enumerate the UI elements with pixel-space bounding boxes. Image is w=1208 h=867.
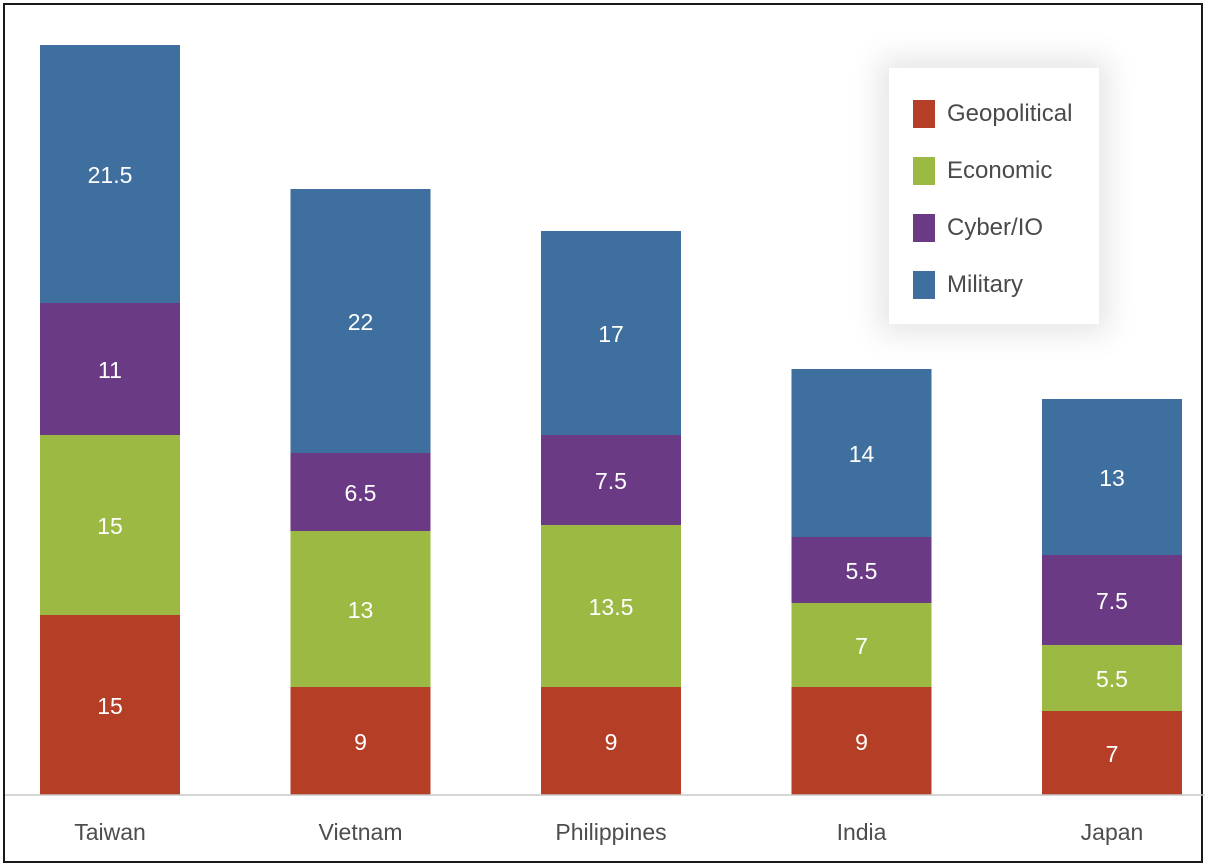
- x-tick-label-taiwan: Taiwan: [74, 819, 146, 845]
- data-label-japan-geopolitical: 7: [1106, 741, 1119, 767]
- stacked-bar-chart: 15 15 11 21.5 Taiwan 9 13 6.5 22 Vietnam 9 13.5 7.5 1…: [5, 45, 1205, 845]
- legend-item-cyber-io: Cyber/IO: [913, 214, 1099, 242]
- bar-segment-taiwan-geopolitical: [40, 615, 180, 795]
- data-label-vietnam-military: 22: [348, 309, 374, 335]
- bar-segment-philippines-military: [541, 231, 681, 435]
- data-label-japan-economic: 5.5: [1096, 666, 1128, 692]
- legend-swatch-economic: [913, 157, 935, 185]
- data-label-philippines-geopolitical: 9: [605, 729, 618, 755]
- data-label-taiwan-cyber-io: 11: [98, 357, 122, 383]
- x-tick-label-philippines: Philippines: [555, 819, 666, 845]
- legend: Geopolitical Economic Cyber/IO Military: [889, 68, 1099, 324]
- bar-segment-japan-geopolitical: [1042, 711, 1182, 795]
- bar-segment-taiwan-military: [40, 45, 180, 303]
- legend-swatch-geopolitical: [913, 100, 935, 128]
- data-label-japan-military: 13: [1099, 465, 1125, 491]
- data-label-philippines-cyber-io: 7.5: [595, 468, 627, 494]
- bar-segment-vietnam-economic: [290, 531, 431, 687]
- bar-segment-india-cyber-io: [791, 537, 932, 603]
- bar-segment-india-geopolitical: [791, 687, 932, 795]
- bar-segment-taiwan-economic: [40, 435, 180, 615]
- x-tick-label-japan: Japan: [1081, 819, 1144, 845]
- bar-segment-philippines-economic: [541, 525, 681, 687]
- legend-label-economic: Economic: [947, 157, 1053, 184]
- data-label-taiwan-military: 21.5: [88, 162, 133, 188]
- bar-segment-philippines-cyber-io: [541, 435, 681, 525]
- bar-segment-taiwan-cyber-io: [40, 303, 180, 435]
- chart-frame: 15 15 11 21.5 Taiwan 9 13 6.5 22 Vietnam 9 13.5 7.5 1…: [3, 3, 1205, 863]
- data-label-philippines-economic: 13.5: [589, 594, 634, 620]
- data-label-taiwan-economic: 15: [97, 513, 123, 539]
- data-label-india-geopolitical: 9: [855, 729, 868, 755]
- data-label-japan-cyber-io: 7.5: [1096, 588, 1128, 614]
- data-label-taiwan-geopolitical: 15: [97, 693, 123, 719]
- x-tick-label-india: India: [837, 819, 887, 845]
- bar-segment-japan-economic: [1042, 645, 1182, 711]
- legend-label-geopolitical: Geopolitical: [947, 100, 1073, 127]
- data-label-philippines-military: 17: [598, 321, 624, 347]
- bar-segment-japan-cyber-io: [1042, 555, 1182, 645]
- legend-swatch-cyber-io: [913, 214, 935, 242]
- bar-segment-india-economic: [791, 603, 932, 687]
- bar-segment-vietnam-military: [290, 189, 431, 453]
- data-label-vietnam-geopolitical: 9: [354, 729, 367, 755]
- legend-swatch-military: [913, 271, 935, 299]
- legend-label-military: Military: [947, 271, 1023, 298]
- legend-label-cyber-io: Cyber/IO: [947, 214, 1044, 241]
- bar-segment-india-military: [791, 369, 932, 537]
- legend-item-geopolitical: Geopolitical: [913, 100, 1099, 128]
- data-label-vietnam-economic: 13: [348, 597, 374, 623]
- data-label-india-economic: 7: [855, 633, 868, 659]
- bar-segment-vietnam-cyber-io: [290, 453, 431, 531]
- data-label-india-military: 14: [849, 441, 875, 467]
- bar-segment-japan-military: [1042, 399, 1182, 555]
- x-tick-label-vietnam: Vietnam: [319, 819, 403, 845]
- bar-segment-philippines-geopolitical: [541, 687, 681, 795]
- data-label-india-cyber-io: 5.5: [846, 558, 878, 584]
- data-label-vietnam-cyber-io: 6.5: [345, 480, 377, 506]
- bar-segment-vietnam-geopolitical: [290, 687, 431, 795]
- legend-item-military: Military: [913, 271, 1099, 299]
- legend-item-economic: Economic: [913, 157, 1099, 185]
